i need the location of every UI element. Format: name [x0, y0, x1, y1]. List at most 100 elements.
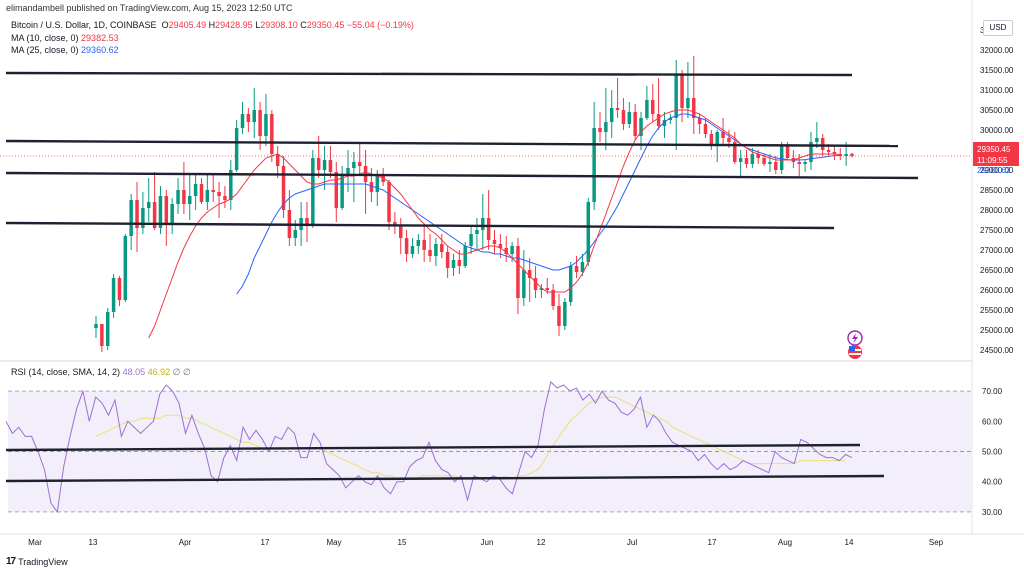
rsi-tick-label: 40.00: [982, 478, 1003, 487]
candle-body: [680, 74, 684, 108]
candle-body: [692, 98, 696, 118]
candle-body: [281, 166, 286, 210]
candles: [94, 56, 854, 352]
candle-body: [797, 162, 802, 164]
candle-body: [451, 260, 456, 268]
candle-body: [176, 190, 180, 204]
rsi-trendline[interactable]: [5, 474, 885, 483]
time-tick-label: 14: [845, 538, 854, 547]
time-tick-label: May: [326, 538, 341, 547]
candle-body: [457, 260, 462, 266]
candle-body: [563, 302, 567, 326]
candle-body: [486, 218, 491, 240]
ma25-value: 29360.62: [81, 45, 119, 55]
candle-body: [305, 218, 309, 224]
candle-body: [293, 230, 298, 238]
candle-body: [94, 324, 98, 328]
rsi-trendline[interactable]: [5, 443, 861, 452]
candle-body: [340, 174, 344, 208]
candle-body: [668, 118, 673, 120]
last-price-label: 29350.45: [977, 145, 1011, 154]
ma25-legend: MA (25, close, 0) 29360.62: [11, 44, 119, 56]
ma10-line: [148, 109, 841, 339]
candle-body: [492, 240, 497, 244]
candle-body: [463, 246, 467, 266]
candle-body: [387, 182, 391, 222]
tradingview-mark-icon: 17: [6, 556, 16, 567]
candle-body: [117, 278, 122, 300]
ma25-label: MA (25, close, 0): [11, 45, 79, 55]
candle-body: [744, 158, 749, 164]
candle-body: [475, 230, 479, 234]
candle-body: [574, 266, 579, 272]
price-trendline[interactable]: [5, 139, 899, 148]
us-flag-icon[interactable]: [848, 345, 862, 359]
candle-body: [375, 174, 380, 192]
price-trendline[interactable]: [5, 71, 853, 77]
candle-body: [510, 246, 514, 254]
candle-body: [223, 196, 227, 200]
ohlc-o-label: O: [161, 20, 169, 30]
candle-body: [129, 200, 133, 236]
currency-button[interactable]: USD: [983, 20, 1013, 36]
candle-body: [146, 202, 151, 208]
candle-body: [686, 98, 690, 108]
candle-body: [650, 100, 655, 114]
candle-body: [123, 236, 128, 300]
candle-body: [633, 112, 637, 136]
candle-body: [750, 154, 755, 164]
candle-body: [774, 162, 778, 170]
candle-body: [522, 270, 526, 298]
candle-body: [850, 153, 854, 156]
ohlc-change: −55.04 (−0.19%): [346, 20, 414, 30]
price-trendline[interactable]: [5, 221, 835, 230]
candle-body: [721, 132, 725, 138]
candle-body: [393, 222, 397, 226]
candle-body: [592, 128, 596, 202]
rsi-ma-value: 46.92: [147, 367, 171, 377]
candle-body: [105, 312, 110, 346]
candle-body: [240, 114, 245, 128]
candle-body: [246, 114, 251, 122]
candle-body: [568, 266, 573, 302]
moving-averages: [148, 109, 841, 339]
candle-body: [527, 270, 532, 278]
price-tick-label: 29000.00: [980, 166, 1014, 175]
candle-body: [410, 246, 415, 254]
candle-body: [158, 196, 163, 228]
candle-body: [715, 132, 719, 144]
candle-body: [322, 160, 327, 170]
candle-body: [199, 184, 204, 202]
candle-body: [416, 240, 421, 246]
price-tick-label: 30000.00: [980, 126, 1014, 135]
candle-body: [598, 128, 602, 132]
candle-body: [334, 172, 339, 208]
candle-body: [398, 226, 403, 238]
candle-body: [270, 114, 274, 154]
price-tick-label: 26000.00: [980, 286, 1014, 295]
lightning-icon[interactable]: [847, 330, 863, 346]
candle-body: [498, 244, 503, 248]
candle-body: [844, 154, 848, 156]
time-tick-label: Apr: [179, 538, 192, 547]
candle-body: [615, 108, 620, 110]
rsi-pane: [5, 381, 972, 514]
rsi-extra-2: ∅: [183, 367, 191, 377]
candle-body: [217, 192, 221, 196]
price-tick-label: 24500.00: [980, 346, 1014, 355]
candle-body: [580, 262, 585, 272]
time-tick-label: 17: [261, 538, 270, 547]
candle-body: [809, 142, 813, 162]
price-tick-label: 26500.00: [980, 266, 1014, 275]
ohlc-high: 29428.95: [215, 20, 253, 30]
candle-body: [504, 248, 508, 254]
time-tick-label: 17: [708, 538, 717, 547]
candle-body: [234, 128, 239, 170]
candle-body: [170, 204, 174, 224]
price-tick-label: 25000.00: [980, 326, 1014, 335]
candle-body: [826, 150, 831, 152]
price-trendline[interactable]: [5, 171, 919, 180]
candle-body: [645, 100, 649, 118]
ohlc-close: 29350.45: [306, 20, 345, 30]
